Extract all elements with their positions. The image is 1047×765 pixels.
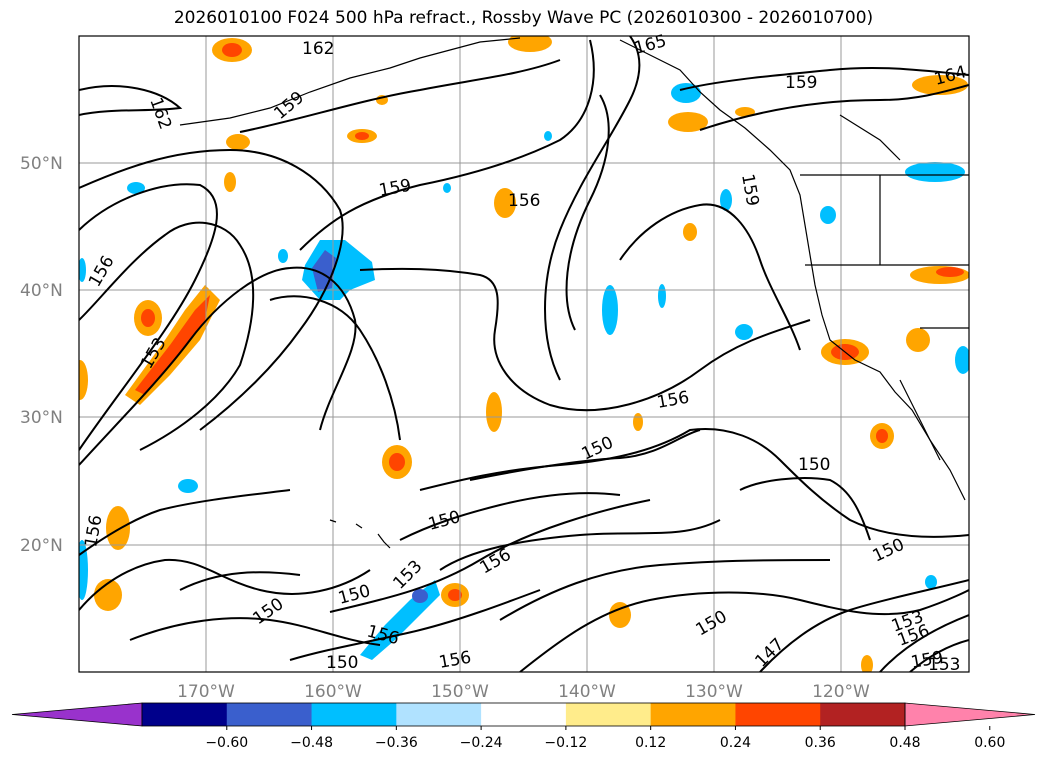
coastlines xyxy=(179,37,969,549)
colorbar-tick-label: 0.12 xyxy=(635,735,666,751)
lon-label: 170°W xyxy=(177,682,235,702)
colorbar-frame xyxy=(141,702,906,727)
colorbar-tick-label: 0.24 xyxy=(720,735,751,751)
colorbar-extend-min xyxy=(11,702,143,727)
lat-label: 50°N xyxy=(20,154,63,174)
negative-anomaly-patches xyxy=(79,83,969,660)
lon-label: 130°W xyxy=(685,682,743,702)
longitude-labels: 170°W 160°W 150°W 140°W 130°W 120°W xyxy=(177,682,870,702)
colorbar-tick-label: −0.48 xyxy=(290,735,333,751)
lat-label: 30°N xyxy=(20,408,63,428)
colorbar-tick-label: 0.36 xyxy=(805,735,836,751)
colorbar-segment xyxy=(481,703,567,726)
colorbar-segment xyxy=(650,703,736,726)
colorbar: −0.60 −0.48 −0.36 −0.24 −0.12 0.12 0.24 0.36 0.4… xyxy=(11,702,1036,751)
lon-label: 150°W xyxy=(431,682,489,702)
colorbar-extend-max xyxy=(904,702,1036,727)
map-frame xyxy=(78,35,970,673)
contour-label: 150 xyxy=(798,455,830,475)
map-gridlines xyxy=(79,36,969,672)
lat-label: 20°N xyxy=(20,536,63,556)
latitude-labels: 50°N 40°N 30°N 20°N xyxy=(20,154,63,556)
lon-label: 120°W xyxy=(812,682,870,702)
colorbar-segment xyxy=(735,703,821,726)
map-title: 2026010100 F024 500 hPa refract., Rossby… xyxy=(173,8,874,28)
contour-label: 162 xyxy=(302,39,334,59)
colorbar-tick-label: −0.12 xyxy=(544,735,587,751)
contour-label: 150 xyxy=(326,653,358,673)
contour-label: 156 xyxy=(508,191,540,211)
colorbar-tick-label: 0.48 xyxy=(889,735,920,751)
colorbar-segment xyxy=(820,703,906,726)
colorbar-segment xyxy=(142,703,228,726)
colorbar-segment xyxy=(311,703,397,726)
colorbar-tick-label: 0.60 xyxy=(974,735,1005,751)
contour-label: 153 xyxy=(928,655,960,675)
colorbar-segment xyxy=(565,703,652,726)
colorbar-tick-label: −0.60 xyxy=(205,735,248,751)
colorbar-segment xyxy=(396,703,482,726)
colorbar-segment xyxy=(226,703,313,726)
colorbar-tick-label: −0.24 xyxy=(460,735,503,751)
refractivity-contours xyxy=(79,36,969,672)
lon-label: 160°W xyxy=(304,682,362,702)
lon-label: 140°W xyxy=(558,682,616,702)
contour-label: 159 xyxy=(785,73,817,93)
lat-label: 40°N xyxy=(20,281,63,301)
colorbar-tick-label: −0.36 xyxy=(375,735,418,751)
